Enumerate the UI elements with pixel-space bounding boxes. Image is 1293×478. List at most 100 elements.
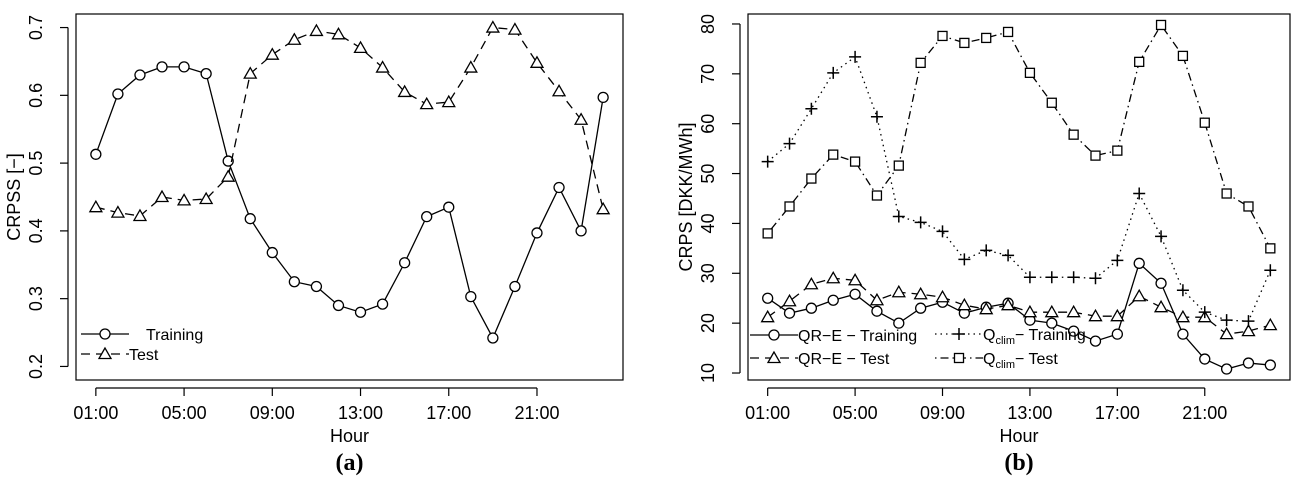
panel-b-data-point	[1089, 335, 1102, 347]
panel-b-data-point	[1022, 304, 1038, 318]
panel-b-data-point	[784, 201, 795, 212]
panel-a-series-line	[95, 26, 604, 217]
panel-a-data-point	[553, 181, 565, 194]
panel-b-data-point	[804, 276, 819, 290]
panel-b-legend-label: Qclim− Training	[983, 327, 1086, 347]
panel-b-legend: QR−E − Training QR−E − Test Qclim− Trainin…	[750, 327, 1086, 371]
panel-b-data-point	[827, 66, 840, 79]
panel-b-y-tick-label: 30	[698, 263, 718, 283]
panel-b-data-point	[827, 294, 839, 306]
panel-a-data-point	[398, 257, 411, 269]
panel-b-series-line	[767, 55, 1271, 322]
panel-a-data-point	[354, 306, 367, 318]
panel-a-data-point	[397, 84, 412, 98]
panel-a-data-point	[288, 276, 301, 288]
panel-a-y-tick-label: 0.7	[26, 15, 46, 40]
panel-b-data-point	[783, 137, 796, 150]
panel-b-data-point	[762, 292, 774, 304]
panel-a-data-point	[243, 66, 258, 79]
panel-b-data-point	[957, 297, 972, 311]
panel-b-data-point	[981, 32, 992, 44]
panel-b-data-point	[893, 160, 904, 171]
chart-panel-a: 01:00 05:00 09:00 13:00 17:00 21:000.20.30.40…	[4, 13, 624, 476]
panel-b-data-point	[1067, 325, 1080, 337]
panel-a-data-point	[244, 213, 256, 225]
panel-b-data-point	[1265, 243, 1276, 254]
panel-b-data-point	[760, 309, 775, 323]
panel-b-data-point	[761, 155, 774, 168]
panel-b-data-point	[1221, 188, 1232, 199]
panel-b-data-point	[1110, 308, 1125, 322]
panel-a-data-point	[199, 191, 214, 205]
panel-a-y-axis: 0.2 0.3 0.4 0.5 0.6 0.7	[26, 15, 69, 379]
panel-a-data-point	[419, 96, 434, 110]
panel-b-y-tick-label: 60	[698, 114, 718, 134]
panel-b-x-tick-label: 05:00	[833, 403, 878, 423]
panel-b-data-point	[1046, 97, 1057, 108]
panel-a-data-point	[509, 280, 521, 293]
panel-b-data-point	[892, 210, 905, 223]
panel-a-data-point	[487, 332, 499, 344]
panel-a-data-point	[463, 60, 478, 73]
panel-b-y-tick-label: 20	[698, 313, 718, 333]
panel-b-x-tick-label: 09:00	[920, 403, 965, 423]
panel-b-data-point	[936, 225, 949, 238]
panel-b-y-tick-label: 50	[698, 164, 718, 184]
panel-a-plot-frame	[75, 13, 624, 381]
panel-b-y-axis: 10 20 30 40 50 60 70 80	[698, 14, 741, 383]
panel-b-data-point	[1242, 357, 1255, 369]
panel-b-data-point	[1090, 150, 1101, 161]
panel-b-data-point	[893, 317, 905, 329]
panel-b-data-point	[1068, 129, 1079, 140]
panel-b-x-tick-label: 01:00	[745, 403, 790, 423]
panel-a-data-point	[596, 201, 611, 215]
panel-b-data-point	[871, 190, 883, 201]
panel-a-legend-marker	[97, 346, 113, 360]
panel-a-x-tick-label: 13:00	[338, 403, 383, 423]
panel-a-data-point	[353, 40, 368, 54]
panel-a-data-point	[376, 298, 389, 310]
panel-b-data-point	[1133, 257, 1145, 269]
panel-b-label: (b)	[1004, 450, 1033, 476]
panel-a-legend-label: Training	[146, 327, 203, 344]
panel-b-y-tick-label: 40	[698, 213, 718, 233]
panel-b-data-point	[828, 149, 839, 160]
panel-b-data-point	[871, 305, 883, 317]
panel-a-y-axis-label: CRPSS [−]	[4, 153, 24, 241]
panel-a-data-point	[531, 227, 543, 239]
panel-a-data-point	[176, 193, 192, 206]
panel-b-legend-label: QR−E − Training	[798, 328, 917, 345]
panel-b-y-tick-label: 10	[698, 363, 718, 383]
panel-b-x-tick-label: 17:00	[1095, 403, 1140, 423]
panel-b-data-point	[1002, 26, 1014, 38]
panel-a-data-point	[222, 155, 234, 167]
panel-b-data-point	[1046, 317, 1058, 329]
panel-a-x-tick-label: 05:00	[162, 403, 207, 423]
panel-a-data-point	[375, 60, 390, 73]
panel-b-data-point	[849, 288, 861, 300]
panel-b-data-point	[915, 57, 926, 69]
panel-b-data-point	[1111, 254, 1124, 267]
panel-b-data-point	[980, 244, 993, 257]
panel-b-data-point	[1220, 363, 1233, 375]
panel-b-data-point	[806, 173, 817, 184]
panel-a-y-tick-label: 0.3	[26, 286, 46, 311]
panel-a-data-point	[310, 280, 323, 293]
panel-b-data-point	[869, 292, 885, 306]
panel-b-data-point	[1155, 19, 1167, 31]
chart-panel-b: 01:00 05:00 09:00 13:00 17:00 21:00 10 20 30 40 50…	[676, 13, 1291, 476]
panel-a-series-1	[90, 61, 609, 344]
panel-b-data-point	[1198, 306, 1211, 319]
panel-a-data-point	[132, 208, 148, 222]
panel-a-label: (a)	[336, 450, 364, 476]
panel-b-data-point	[1241, 323, 1256, 337]
panel-a-data-point	[551, 83, 567, 97]
panel-b-data-point	[1112, 145, 1123, 156]
panel-b-data-point	[1133, 187, 1146, 200]
panel-b-x-axis-label: Hour	[999, 426, 1038, 446]
panel-a-x-tick-label: 09:00	[250, 403, 295, 423]
panel-b-series-2	[760, 270, 1278, 340]
panel-b-data-point	[1023, 271, 1036, 284]
panel-b-legend-marker	[953, 352, 965, 364]
panel-a-x-tick-label: 17:00	[426, 403, 471, 423]
